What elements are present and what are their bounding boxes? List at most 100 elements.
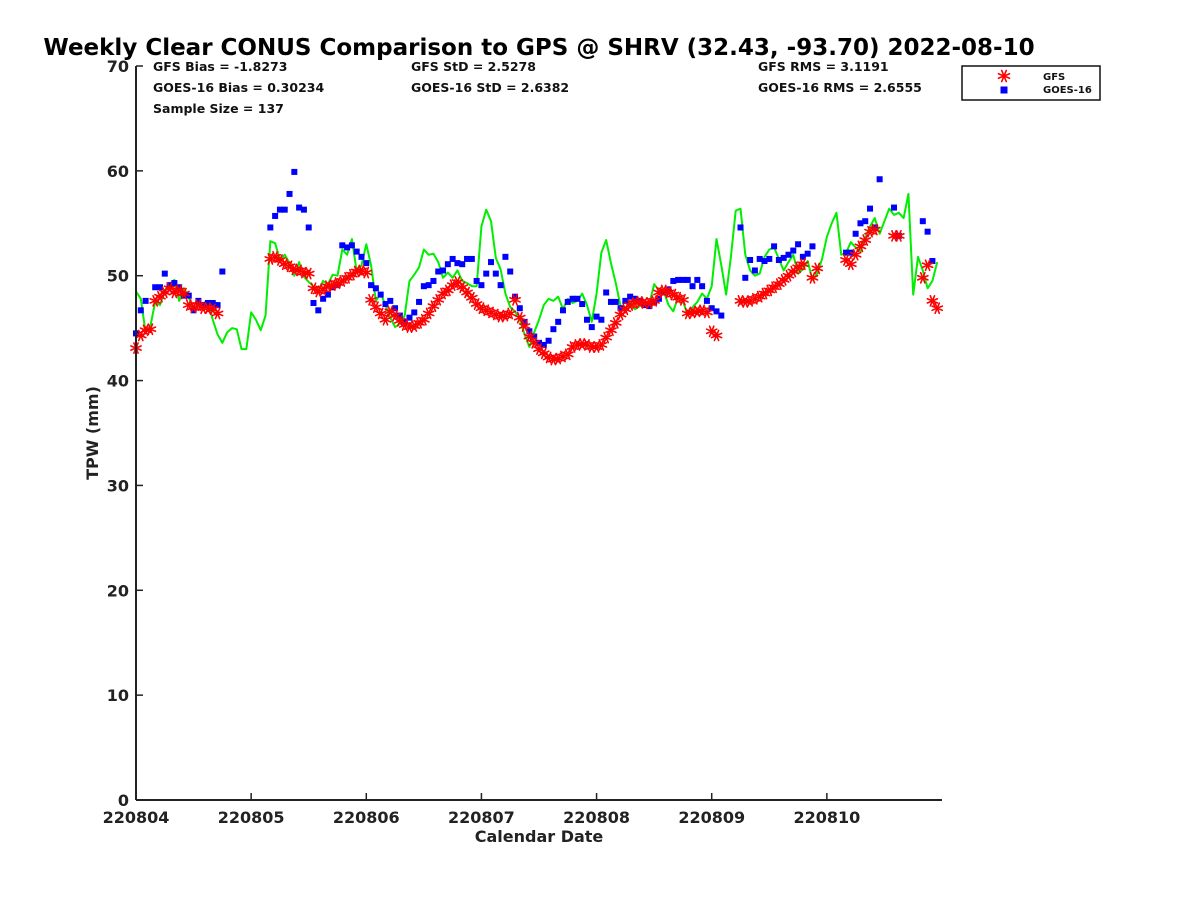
goes16-point (315, 307, 322, 314)
goes16-point (166, 282, 173, 289)
goes16-point (200, 302, 207, 309)
goes16-point (694, 276, 701, 283)
x-axis-label: Calendar Date (475, 827, 604, 846)
goes16-point (468, 255, 475, 262)
gfs-point (307, 282, 320, 295)
gfs-point (859, 234, 872, 246)
goes16-point (588, 324, 595, 331)
stat-gfs-rms: GFS RMS = 3.1191 (758, 59, 889, 74)
goes16-point (718, 312, 725, 319)
goes16-point (358, 253, 365, 260)
gfs-point (465, 291, 478, 304)
gfs-point (561, 348, 574, 361)
gfs-point (509, 293, 521, 306)
goes16-point (305, 224, 312, 231)
goes16-point (444, 261, 451, 268)
goes16-point (583, 316, 590, 323)
goes16-point (603, 289, 610, 296)
plot-area (130, 168, 944, 366)
goes16-point (483, 270, 490, 277)
goes16-point (171, 280, 178, 287)
goes16-point (564, 298, 571, 305)
gps-line-segment (135, 192, 939, 351)
gfs-point (605, 324, 617, 337)
goes16-point (622, 297, 629, 304)
goes16-point (382, 301, 389, 308)
goes16-point (478, 282, 485, 289)
goes16-point (771, 243, 778, 250)
goes16-point (420, 283, 427, 290)
gfs-point (619, 303, 632, 316)
goes16-point (617, 305, 624, 312)
goes16-point (555, 318, 562, 325)
goes16-point (703, 297, 710, 304)
y-ticks: 0 10 20 30 40 50 60 70 (107, 57, 143, 810)
goes16-point (353, 248, 360, 255)
goes16-point (929, 258, 936, 265)
gfs-point (494, 310, 507, 323)
legend-gfs-asterisk (997, 69, 1011, 83)
goes16-point (156, 284, 163, 291)
goes16-point (559, 307, 566, 314)
goes16-point (862, 218, 869, 225)
goes16-point (857, 220, 864, 227)
goes16-point (502, 253, 509, 260)
goes16-point (425, 282, 432, 289)
gfs-point (518, 320, 531, 332)
goes16-point (708, 305, 715, 312)
y-tick-label: 40 (107, 372, 129, 391)
legend-goes-marker (1000, 86, 1008, 94)
legend-gfs-label: GFS (1043, 72, 1065, 83)
goes16-point (507, 268, 514, 275)
goes16-point (780, 254, 787, 261)
goes16-point (593, 313, 600, 320)
gfs-point (202, 302, 214, 315)
gfs-point (302, 267, 315, 280)
goes16-point (876, 176, 883, 183)
goes16-point (281, 206, 288, 213)
gfs-point (379, 313, 392, 326)
goes16-point (377, 291, 384, 298)
goes16-point (440, 267, 447, 274)
x-tick-label: 220809 (678, 808, 745, 827)
x-tick-label: 220810 (793, 808, 860, 827)
gfs-point (926, 294, 939, 307)
goes16-point (761, 258, 768, 265)
stat-goes-bias: GOES-16 Bias = 0.30234 (153, 80, 324, 95)
gfs-point (432, 293, 445, 306)
gfs-point (609, 317, 622, 329)
goes16-point (737, 224, 744, 231)
goes16-point (214, 302, 221, 309)
stat-gfs-bias: GFS Bias = -1.8273 (153, 59, 287, 74)
goes16-point (785, 251, 792, 258)
goes16-point (392, 305, 399, 312)
goes16-point (891, 204, 898, 211)
goes16-point (204, 299, 211, 306)
y-tick-label: 20 (107, 581, 129, 600)
goes16-point (161, 270, 168, 277)
gfs-point (513, 311, 526, 324)
stats-block: GFS Bias = -1.8273 GOES-16 Bias = 0.3023… (153, 59, 922, 116)
goes16-point (310, 299, 317, 306)
goes16-point (867, 205, 874, 212)
goes16-point (176, 284, 183, 291)
goes16-point (430, 277, 437, 284)
goes16-point (579, 301, 586, 308)
goes16-point (488, 259, 495, 266)
goes16-point (689, 283, 696, 290)
goes16-point (401, 318, 408, 325)
y-tick-label: 50 (107, 267, 129, 286)
goes16-point (679, 276, 686, 283)
goes16-point (411, 309, 418, 316)
goes16-point (521, 318, 528, 325)
goes16-point (531, 333, 538, 340)
goes16-point (195, 297, 202, 304)
stat-sample-size: Sample Size = 137 (153, 101, 284, 116)
x-ticks: 220804 220805 220806 220807 220808 220809 2208… (103, 793, 860, 827)
goes16-point (219, 268, 226, 275)
goes16-point (804, 250, 811, 257)
gfs-point (806, 271, 819, 284)
gfs-point (931, 302, 944, 315)
goes16-point (464, 255, 471, 262)
